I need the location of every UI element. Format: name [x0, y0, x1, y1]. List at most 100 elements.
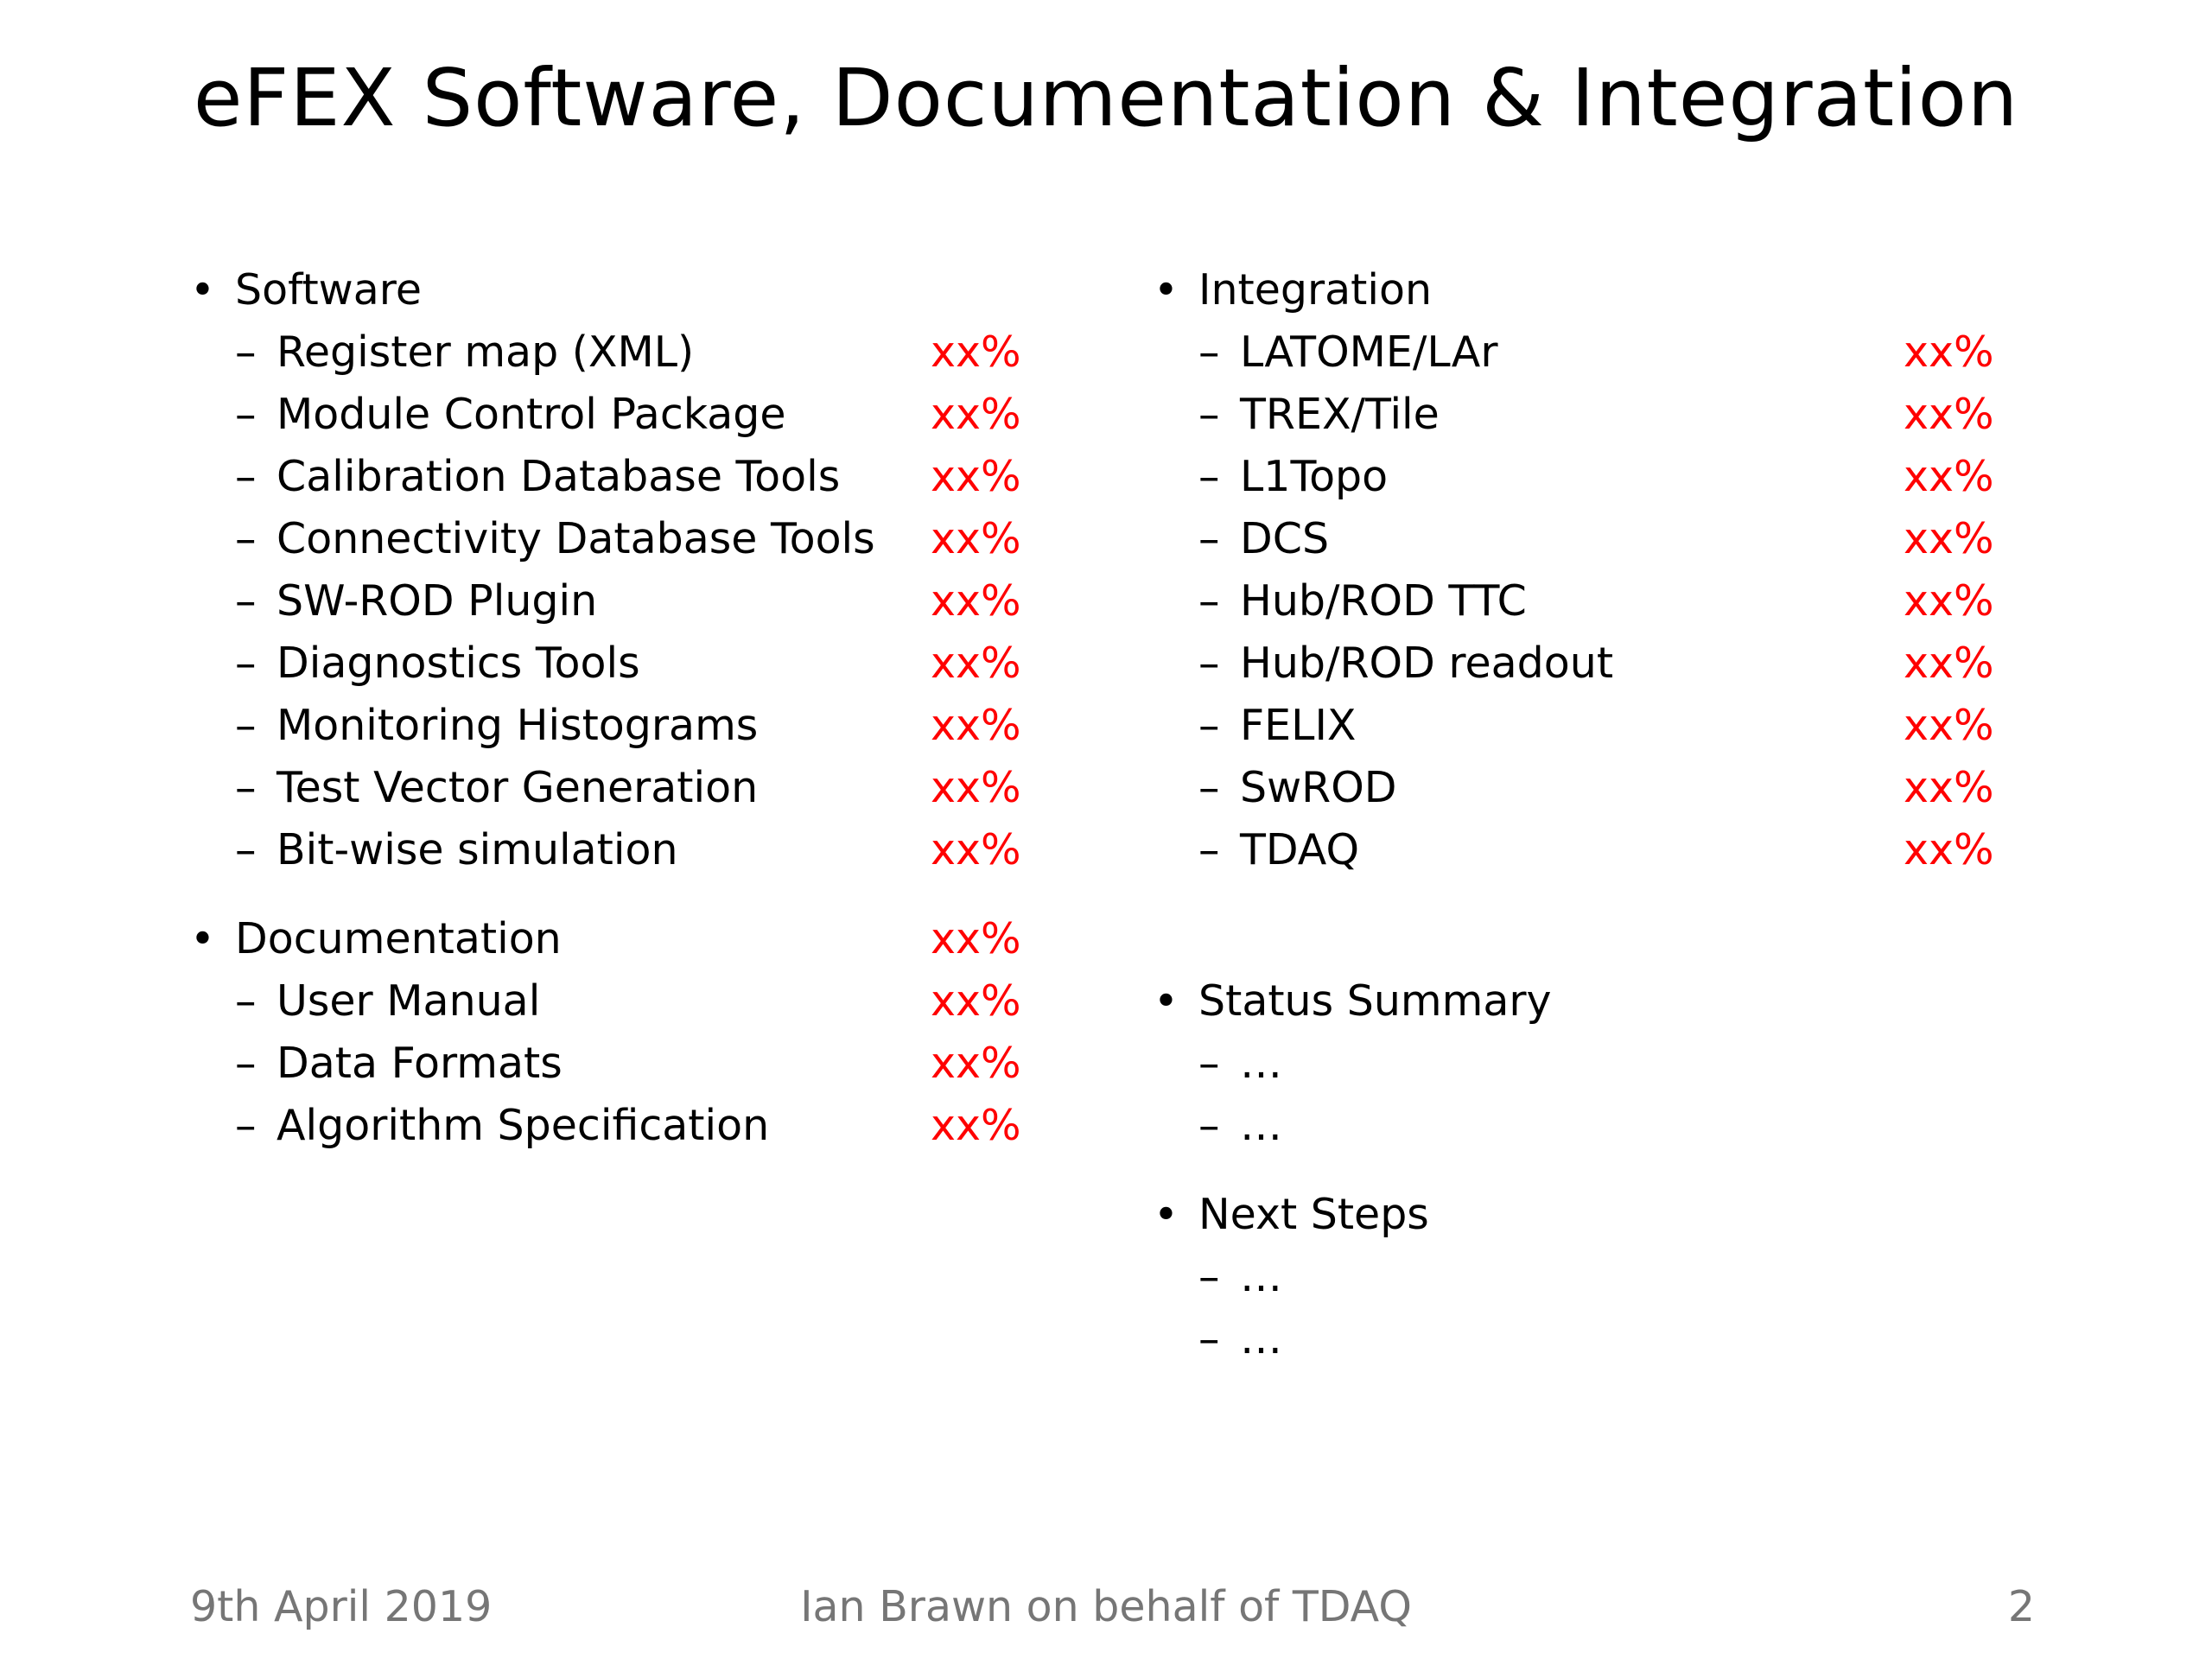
item-percentage: xx%	[1904, 825, 1994, 874]
item-percentage: xx%	[931, 1039, 1021, 1088]
item-percentage: xx%	[1904, 639, 1994, 688]
list-item: – Hub/ROD TTC xx%	[1154, 570, 2044, 632]
item-label: Module Control Package	[276, 390, 786, 439]
item-label: Connectivity Database Tools	[276, 514, 875, 563]
list-item: – FELIX xx%	[1154, 695, 2044, 757]
dash-icon: –	[1198, 701, 1220, 750]
list-item: – Monitoring Histograms xx%	[190, 695, 1037, 757]
item-percentage: xx%	[1904, 327, 1994, 377]
spacer	[190, 881, 1037, 908]
list-item: – Data Formats xx%	[190, 1033, 1037, 1095]
slide-title: eFEX Software, Documentation & Integrati…	[193, 52, 2019, 144]
item-percentage: xx%	[931, 914, 1021, 963]
list-item: – User Manual xx%	[190, 970, 1037, 1033]
bullet-software: • Software	[190, 259, 1037, 321]
item-label: Hub/ROD readout	[1240, 639, 1614, 688]
dash-icon: –	[235, 701, 257, 750]
item-percentage: xx%	[931, 639, 1021, 688]
dash-icon: –	[235, 390, 257, 439]
dash-icon: –	[1198, 327, 1220, 377]
list-item: – Register map (XML) xx%	[190, 321, 1037, 384]
dash-icon: –	[1198, 1101, 1220, 1150]
list-item: –…	[1154, 1033, 2044, 1095]
dash-icon: –	[235, 639, 257, 688]
list-item: –…	[1154, 1095, 2044, 1157]
item-label: FELIX	[1240, 701, 1357, 750]
item-label: Data Formats	[276, 1039, 563, 1088]
spacer	[1154, 1157, 2044, 1184]
list-item: – TREX/Tile xx%	[1154, 384, 2044, 446]
bullet-dot-icon: •	[190, 265, 215, 315]
dash-icon: –	[235, 576, 257, 626]
bullet-label: Software	[235, 265, 423, 315]
item-label: …	[1240, 1039, 1282, 1088]
item-percentage: xx%	[931, 763, 1021, 812]
item-percentage: xx%	[1904, 514, 1994, 563]
item-label: …	[1240, 1252, 1282, 1301]
dash-icon: –	[235, 825, 257, 874]
footer-date: 9th April 2019	[190, 1582, 493, 1631]
list-item: – Module Control Package xx%	[190, 384, 1037, 446]
item-percentage: xx%	[931, 825, 1021, 874]
item-label: Algorithm Specification	[276, 1101, 770, 1150]
list-item: – SwROD xx%	[1154, 757, 2044, 819]
item-label: Register map (XML)	[276, 327, 695, 377]
item-percentage: xx%	[931, 701, 1021, 750]
list-item: – Connectivity Database Tools xx%	[190, 508, 1037, 570]
list-item: –…	[1154, 1246, 2044, 1308]
item-percentage: xx%	[931, 327, 1021, 377]
item-percentage: xx%	[1904, 576, 1994, 626]
dash-icon: –	[235, 1039, 257, 1088]
item-percentage: xx%	[1904, 390, 1994, 439]
item-percentage: xx%	[1904, 763, 1994, 812]
item-label: DCS	[1240, 514, 1330, 563]
dash-icon: –	[235, 514, 257, 563]
list-item: –…	[1154, 1308, 2044, 1370]
item-label: …	[1240, 1314, 1282, 1363]
dash-icon: –	[235, 452, 257, 501]
bullet-documentation: • Documentation xx%	[190, 908, 1037, 970]
item-label: Test Vector Generation	[276, 763, 759, 812]
list-item: – LATOME/LAr xx%	[1154, 321, 2044, 384]
item-label: SW-ROD Plugin	[276, 576, 598, 626]
item-label: Hub/ROD TTC	[1240, 576, 1527, 626]
footer-page-number: 2	[2007, 1582, 2035, 1631]
bullet-dot-icon: •	[1154, 976, 1179, 1026]
list-item: – Hub/ROD readout xx%	[1154, 632, 2044, 695]
list-item: – Algorithm Specification xx%	[190, 1095, 1037, 1157]
dash-icon: –	[1198, 390, 1220, 439]
item-percentage: xx%	[931, 390, 1021, 439]
item-label: TDAQ	[1240, 825, 1360, 874]
spacer	[1154, 881, 2044, 970]
dash-icon: –	[1198, 576, 1220, 626]
bullet-label: Documentation	[235, 914, 562, 963]
dash-icon: –	[1198, 825, 1220, 874]
list-item: – SW-ROD Plugin xx%	[190, 570, 1037, 632]
bullet-dot-icon: •	[1154, 265, 1179, 315]
bullet-label: Status Summary	[1198, 976, 1552, 1026]
item-label: Calibration Database Tools	[276, 452, 841, 501]
dash-icon: –	[1198, 763, 1220, 812]
dash-icon: –	[235, 763, 257, 812]
dash-icon: –	[235, 327, 257, 377]
item-percentage: xx%	[931, 1101, 1021, 1150]
dash-icon: –	[235, 976, 257, 1026]
item-label: Monitoring Histograms	[276, 701, 759, 750]
left-column: • Software – Register map (XML) xx% – Modul…	[190, 259, 1037, 1157]
bullet-integration: • Integration	[1154, 259, 2044, 321]
item-label: User Manual	[276, 976, 541, 1026]
list-item: – Test Vector Generation xx%	[190, 757, 1037, 819]
list-item: – Diagnostics Tools xx%	[190, 632, 1037, 695]
item-percentage: xx%	[931, 452, 1021, 501]
bullet-label: Integration	[1198, 265, 1433, 315]
item-label: …	[1240, 1101, 1282, 1150]
footer-author: Ian Brawn on behalf of TDAQ	[800, 1582, 1412, 1631]
item-percentage: xx%	[1904, 452, 1994, 501]
item-label: LATOME/LAr	[1240, 327, 1498, 377]
bullet-dot-icon: •	[1154, 1190, 1179, 1239]
list-item: – DCS xx%	[1154, 508, 2044, 570]
dash-icon: –	[1198, 1039, 1220, 1088]
dash-icon: –	[1198, 639, 1220, 688]
item-percentage: xx%	[931, 514, 1021, 563]
list-item: – Bit-wise simulation xx%	[190, 819, 1037, 881]
